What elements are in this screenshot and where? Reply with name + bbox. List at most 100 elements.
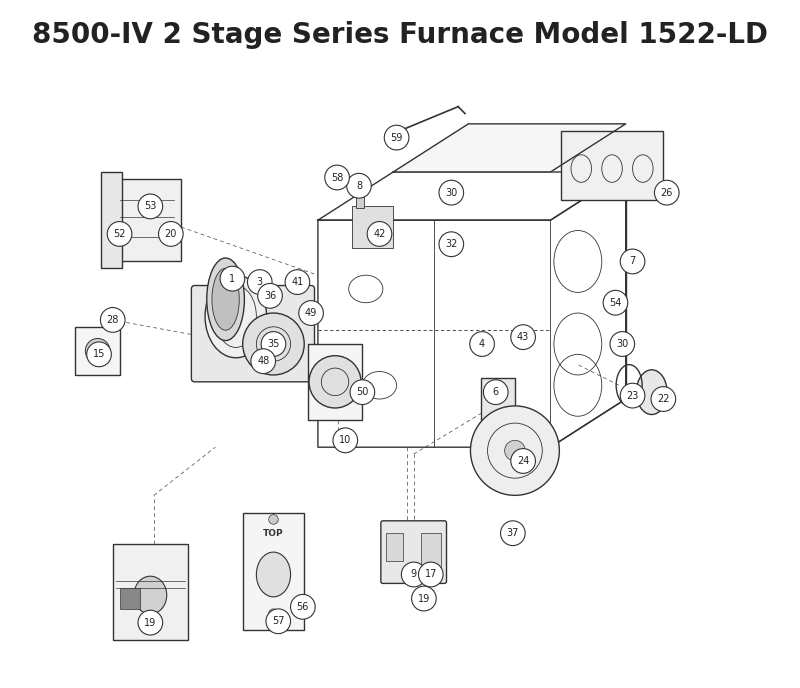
Ellipse shape — [205, 275, 266, 358]
Bar — [113, 179, 181, 261]
Text: 52: 52 — [114, 229, 126, 239]
Circle shape — [505, 440, 525, 461]
Text: 9: 9 — [410, 570, 417, 579]
Circle shape — [309, 356, 361, 408]
Circle shape — [470, 332, 494, 356]
Text: 8: 8 — [356, 181, 362, 191]
Circle shape — [261, 332, 286, 356]
Text: 23: 23 — [626, 391, 638, 400]
Text: 15: 15 — [93, 350, 106, 359]
Circle shape — [418, 562, 443, 587]
Circle shape — [470, 406, 559, 495]
Circle shape — [290, 594, 315, 619]
Circle shape — [350, 380, 374, 405]
Circle shape — [439, 180, 464, 205]
Circle shape — [298, 301, 323, 325]
Circle shape — [501, 521, 525, 546]
Circle shape — [138, 610, 162, 635]
Text: 42: 42 — [374, 229, 386, 239]
Circle shape — [511, 449, 535, 473]
Text: 8500-IV 2 Stage Series Furnace Model 1522-LD: 8500-IV 2 Stage Series Furnace Model 152… — [32, 21, 768, 49]
Text: 36: 36 — [264, 291, 276, 301]
Text: 37: 37 — [506, 528, 519, 538]
Circle shape — [101, 308, 125, 332]
Ellipse shape — [134, 577, 166, 614]
Text: 30: 30 — [616, 339, 629, 349]
Circle shape — [620, 249, 645, 274]
FancyBboxPatch shape — [191, 286, 314, 382]
Text: 56: 56 — [297, 602, 309, 612]
Text: 43: 43 — [517, 332, 530, 342]
Circle shape — [367, 222, 392, 246]
Text: 59: 59 — [390, 133, 402, 142]
Text: TOP: TOP — [263, 528, 284, 538]
Text: 26: 26 — [661, 188, 673, 197]
Text: 35: 35 — [267, 339, 280, 349]
Text: 3: 3 — [257, 277, 263, 287]
Bar — [561, 131, 663, 200]
Circle shape — [242, 313, 304, 375]
Bar — [242, 513, 304, 630]
Text: 22: 22 — [657, 394, 670, 404]
Circle shape — [138, 194, 162, 219]
Text: 28: 28 — [106, 315, 119, 325]
Text: 1: 1 — [230, 274, 235, 283]
Circle shape — [258, 283, 282, 308]
Text: 32: 32 — [445, 239, 458, 249]
Text: 49: 49 — [305, 308, 318, 318]
Ellipse shape — [636, 370, 667, 415]
Circle shape — [266, 609, 290, 634]
Text: 53: 53 — [144, 202, 157, 211]
Circle shape — [610, 332, 634, 356]
Circle shape — [603, 290, 628, 315]
Ellipse shape — [212, 268, 239, 330]
Circle shape — [330, 166, 344, 180]
Polygon shape — [393, 124, 626, 172]
Circle shape — [439, 232, 464, 257]
Circle shape — [333, 428, 358, 453]
Circle shape — [158, 222, 183, 246]
Circle shape — [483, 380, 508, 405]
Circle shape — [384, 125, 409, 150]
Circle shape — [285, 270, 310, 294]
Circle shape — [269, 609, 278, 619]
Text: 41: 41 — [291, 277, 303, 287]
Bar — [481, 378, 515, 420]
Text: 7: 7 — [630, 257, 636, 266]
Circle shape — [86, 338, 110, 363]
Ellipse shape — [256, 552, 290, 597]
Circle shape — [251, 349, 275, 374]
Circle shape — [620, 383, 645, 408]
Circle shape — [412, 586, 436, 611]
Text: 57: 57 — [272, 616, 285, 626]
Circle shape — [247, 270, 272, 294]
Text: 4: 4 — [479, 339, 485, 349]
Text: 20: 20 — [165, 229, 177, 239]
Bar — [75, 327, 119, 375]
FancyBboxPatch shape — [381, 521, 446, 583]
Bar — [421, 533, 441, 568]
Bar — [386, 533, 403, 561]
Bar — [355, 193, 364, 208]
Bar — [308, 344, 362, 420]
Text: 17: 17 — [425, 570, 437, 579]
Text: 54: 54 — [610, 298, 622, 308]
Bar — [113, 544, 188, 640]
Bar — [352, 206, 393, 248]
Circle shape — [511, 325, 535, 350]
Ellipse shape — [206, 258, 244, 341]
Text: 19: 19 — [144, 618, 157, 627]
Circle shape — [86, 342, 111, 367]
Bar — [119, 588, 140, 609]
Bar — [101, 172, 122, 268]
Text: 6: 6 — [493, 387, 499, 397]
Text: 50: 50 — [356, 387, 369, 397]
Circle shape — [346, 173, 371, 198]
Text: 10: 10 — [339, 436, 351, 445]
Text: 30: 30 — [445, 188, 458, 197]
Circle shape — [654, 180, 679, 205]
Circle shape — [107, 222, 132, 246]
Circle shape — [269, 515, 278, 524]
Circle shape — [220, 266, 245, 291]
Circle shape — [651, 387, 676, 411]
